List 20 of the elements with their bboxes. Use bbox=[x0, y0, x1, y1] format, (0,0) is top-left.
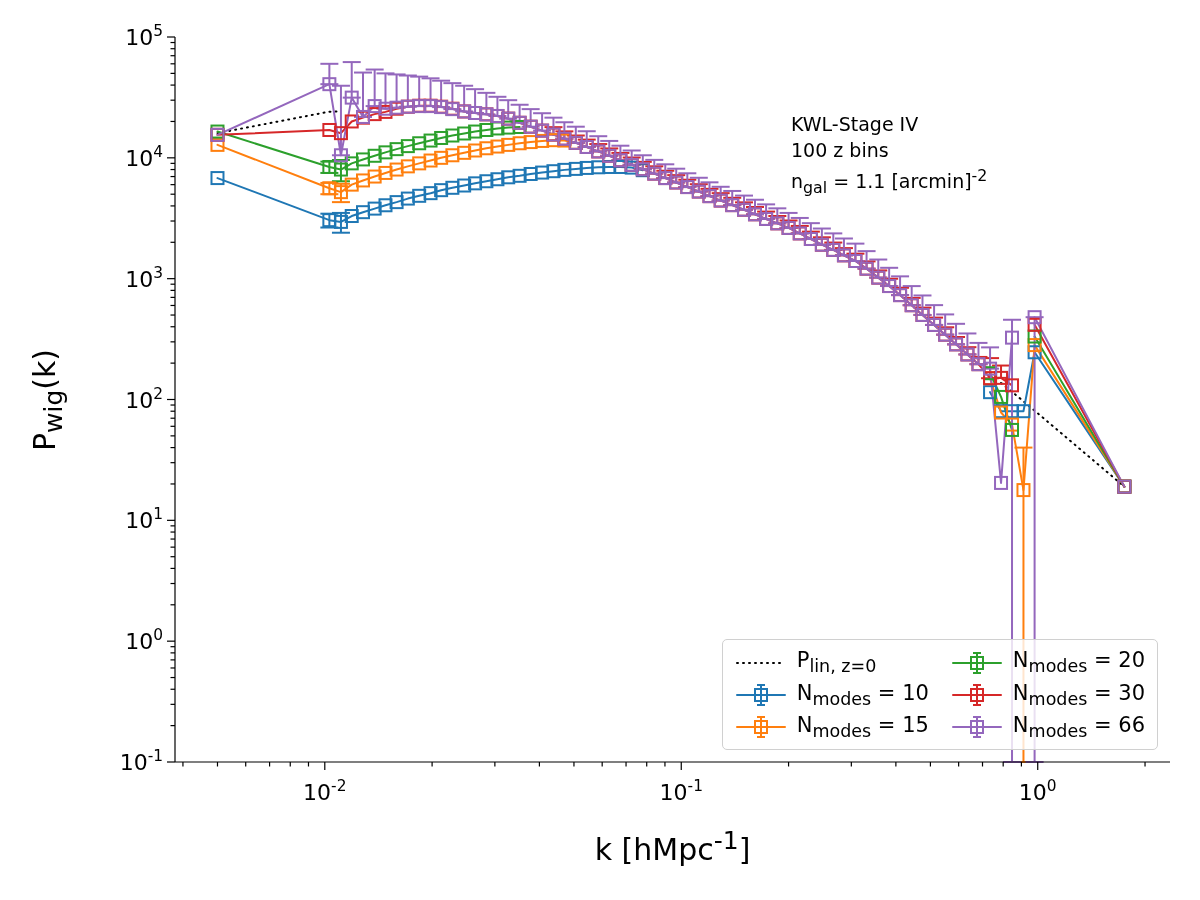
annotation: KWL-Stage IV bbox=[791, 112, 920, 137]
legend-label: P$_{lin, z=0}$ bbox=[796, 648, 877, 677]
x-tick-label: 10$^{0}$ bbox=[1018, 777, 1057, 805]
y-tick-label: 10$^{-1}$ bbox=[119, 747, 163, 775]
x-tick-label: 10$^{-2}$ bbox=[303, 777, 347, 805]
y-tick-label: 10$^{0}$ bbox=[125, 626, 163, 655]
y-tick-label: 10$^{3}$ bbox=[125, 263, 163, 292]
y-tick-label: 10$^{5}$ bbox=[125, 22, 163, 50]
legend-label: N$_{modes}$ = 30 bbox=[1012, 680, 1145, 709]
legend-label: N$_{modes}$ = 20 bbox=[1012, 648, 1145, 677]
annotation: n$_{gal}$ = 1.1 [arcmin]$^{-2}$ bbox=[791, 165, 988, 200]
annotation: 100 z bins bbox=[791, 138, 890, 163]
legend-label: N$_{modes}$ = 10 bbox=[796, 680, 929, 709]
y-tick-label: 10$^{4}$ bbox=[125, 142, 163, 171]
y-tick-label: 10$^{1}$ bbox=[125, 505, 163, 534]
legend-label: N$_{modes}$ = 15 bbox=[796, 712, 929, 741]
y-tick-label: 10$^{2}$ bbox=[125, 384, 163, 413]
x-axis-title: k [hMpc$^{-1}$] bbox=[593, 826, 752, 867]
legend-label: N$_{modes}$ = 66 bbox=[1012, 712, 1145, 741]
x-tick-label: 10$^{-1}$ bbox=[659, 777, 703, 805]
